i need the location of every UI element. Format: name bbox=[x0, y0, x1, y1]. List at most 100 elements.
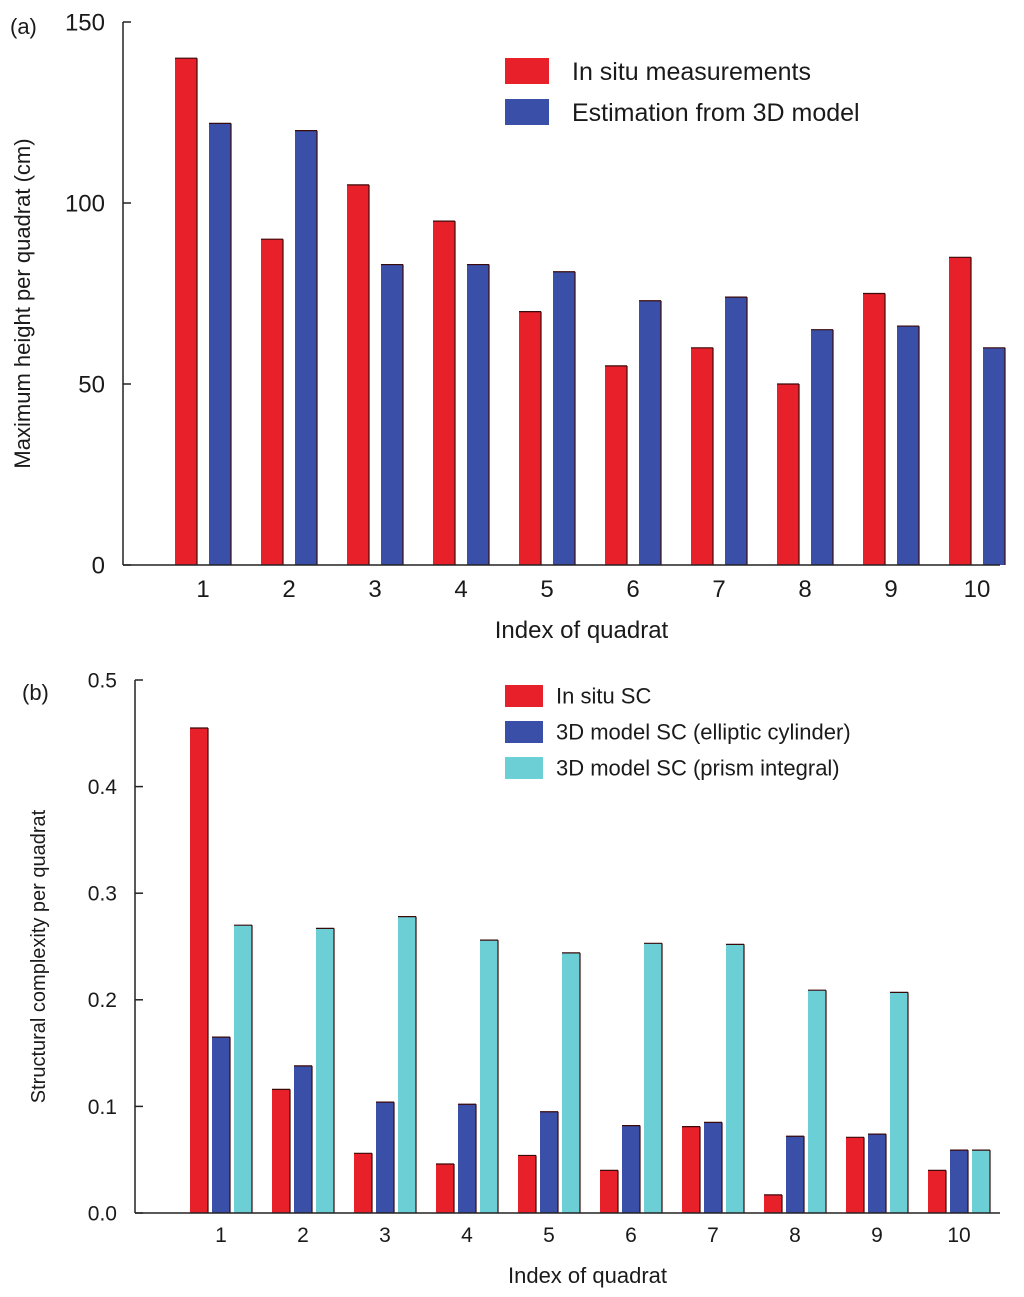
x-tick-label-10: 10 bbox=[947, 1224, 970, 1247]
bar-s1-q8 bbox=[764, 1194, 782, 1213]
bar-s2-q5 bbox=[553, 271, 575, 565]
legend-swatch-1 bbox=[505, 685, 543, 707]
bar-s1-q7 bbox=[691, 347, 713, 565]
bar-s1-q2 bbox=[261, 239, 283, 565]
x-tick-label-7: 7 bbox=[707, 1224, 719, 1247]
y-tick-label-5: 0.5 bbox=[88, 669, 117, 692]
x-tick-label-5: 5 bbox=[543, 1224, 555, 1247]
bar-s3-q2 bbox=[316, 928, 334, 1213]
x-tick-label-1: 1 bbox=[215, 1224, 227, 1247]
bar-s1-q7 bbox=[682, 1126, 700, 1213]
x-tick-label-1: 1 bbox=[196, 576, 209, 603]
chart-b: 1 2 3 4 5 6 7 8 9 10 0.0 0.1 0.2 0.3 0.4 0.5 Index of qu… bbox=[28, 669, 1000, 1288]
bar-s2-q4 bbox=[458, 1104, 476, 1213]
bar-s2-q9 bbox=[897, 326, 919, 565]
legend-label-2: 3D model SC (elliptic cylinder) bbox=[556, 720, 851, 745]
bar-s1-q9 bbox=[846, 1137, 864, 1213]
bar-s1-q6 bbox=[600, 1170, 618, 1213]
bar-s1-q4 bbox=[436, 1163, 454, 1213]
x-tick-label-4: 4 bbox=[461, 1224, 473, 1247]
x-tick-label-3: 3 bbox=[379, 1224, 391, 1247]
y-axis-label: Maximum height per quadrat (cm) bbox=[10, 138, 35, 468]
x-tick-label-3: 3 bbox=[368, 576, 381, 603]
legend-swatch-1 bbox=[505, 58, 549, 84]
bar-s2-q6 bbox=[639, 300, 661, 565]
bar-s2-q5 bbox=[540, 1111, 558, 1213]
bar-s1-q8 bbox=[777, 384, 799, 565]
bar-s2-q1 bbox=[212, 1037, 230, 1213]
x-tick-label-9: 9 bbox=[871, 1224, 883, 1247]
bar-s1-q4 bbox=[433, 221, 455, 565]
bar-s2-q6 bbox=[622, 1125, 640, 1213]
legend: In situ SC 3D model SC (elliptic cylinder… bbox=[505, 684, 851, 781]
bar-s3-q10 bbox=[972, 1150, 990, 1213]
y-tick-label-4: 0.4 bbox=[88, 776, 118, 799]
legend-label-3: 3D model SC (prism integral) bbox=[556, 756, 840, 781]
bar-s2-q2 bbox=[294, 1065, 312, 1213]
x-tick-label-8: 8 bbox=[789, 1224, 801, 1247]
bar-s1-q3 bbox=[354, 1153, 372, 1213]
bar-s3-q7 bbox=[726, 944, 744, 1213]
y-tick-label-0: 0 bbox=[92, 552, 105, 579]
bar-s3-q8 bbox=[808, 990, 826, 1213]
bar-s3-q3 bbox=[398, 916, 416, 1213]
bar-s2-q10 bbox=[983, 347, 1005, 565]
bar-s1-q1 bbox=[175, 58, 197, 565]
bar-s1-q10 bbox=[928, 1170, 946, 1213]
panel-b-label: (b) bbox=[22, 680, 49, 705]
bar-s1-q10 bbox=[949, 257, 971, 565]
bar-s1-q1 bbox=[190, 727, 208, 1213]
bar-s2-q1 bbox=[209, 123, 231, 566]
y-tick-label-3: 0.3 bbox=[88, 883, 117, 906]
bar-s2-q2 bbox=[295, 130, 317, 565]
x-axis-label: Index of quadrat bbox=[508, 1263, 667, 1288]
bar-s3-q6 bbox=[644, 943, 662, 1213]
x-tick-label-7: 7 bbox=[712, 576, 725, 603]
bar-s1-q2 bbox=[272, 1089, 290, 1213]
bar-s2-q10 bbox=[950, 1150, 968, 1213]
bar-s3-q4 bbox=[480, 940, 498, 1213]
bar-s3-q5 bbox=[562, 952, 580, 1213]
legend-swatch-2 bbox=[505, 721, 543, 743]
bar-s2-q8 bbox=[811, 329, 833, 565]
y-tick-label-2: 0.2 bbox=[88, 989, 117, 1012]
bar-s2-q7 bbox=[704, 1122, 722, 1213]
y-tick-label-3: 150 bbox=[65, 9, 105, 36]
legend-swatch-2 bbox=[505, 99, 549, 125]
bar-s3-q9 bbox=[890, 992, 908, 1213]
bar-s2-q3 bbox=[376, 1102, 394, 1213]
y-tick-label-1: 50 bbox=[78, 371, 105, 398]
x-tick-label-10: 10 bbox=[964, 576, 991, 603]
x-tick-label-2: 2 bbox=[282, 576, 295, 603]
legend-swatch-3 bbox=[505, 757, 543, 779]
bar-s1-q5 bbox=[519, 311, 541, 565]
x-tick-label-5: 5 bbox=[540, 576, 553, 603]
x-tick-label-4: 4 bbox=[454, 576, 467, 603]
x-tick-label-2: 2 bbox=[297, 1224, 309, 1247]
bar-s2-q9 bbox=[868, 1134, 886, 1213]
bar-s2-q7 bbox=[725, 297, 747, 565]
x-tick-label-6: 6 bbox=[626, 576, 639, 603]
bar-s2-q3 bbox=[381, 264, 403, 565]
bar-s1-q6 bbox=[605, 365, 627, 565]
y-tick-label-1: 0.1 bbox=[88, 1096, 117, 1119]
legend-label-1: In situ SC bbox=[556, 684, 651, 709]
legend: In situ measurements Estimation from 3D m… bbox=[505, 58, 860, 127]
legend-label-2: Estimation from 3D model bbox=[572, 99, 860, 127]
bar-s3-q1 bbox=[234, 925, 252, 1213]
y-tick-label-0: 0.0 bbox=[88, 1202, 117, 1225]
legend-label-1: In situ measurements bbox=[572, 58, 811, 86]
x-tick-label-9: 9 bbox=[884, 576, 897, 603]
panel-a-label: (a) bbox=[10, 14, 37, 39]
x-axis-label: Index of quadrat bbox=[495, 617, 669, 644]
x-tick-label-6: 6 bbox=[625, 1224, 637, 1247]
x-tick-label-8: 8 bbox=[798, 576, 811, 603]
bar-s1-q9 bbox=[863, 293, 885, 565]
y-axis-label: Structural complexity per quadrat bbox=[28, 809, 50, 1103]
bar-s1-q5 bbox=[518, 1155, 536, 1213]
bar-s1-q3 bbox=[347, 184, 369, 565]
bar-s2-q4 bbox=[467, 264, 489, 565]
bar-s2-q8 bbox=[786, 1136, 804, 1213]
